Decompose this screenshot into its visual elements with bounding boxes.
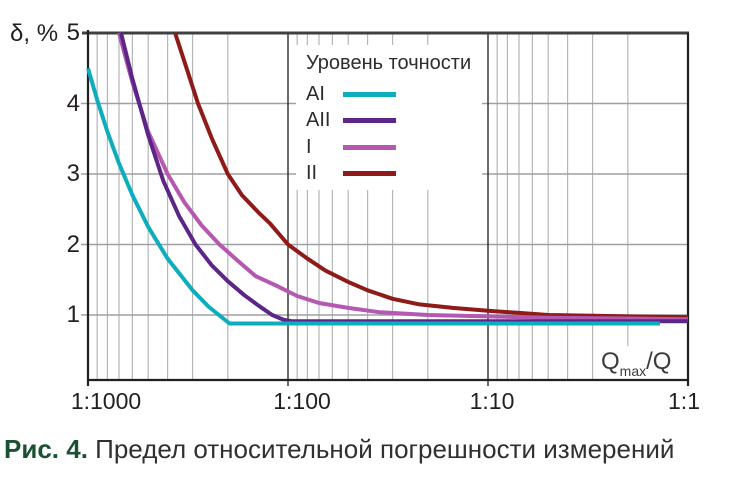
y-tick-label-3: 3 xyxy=(66,160,80,187)
legend-item-label: II xyxy=(306,162,318,185)
legend-item-swatch xyxy=(343,144,396,150)
y-tick-label-1: 1 xyxy=(66,301,80,328)
x-tick-label-1:1000: 1:1000 xyxy=(70,388,142,414)
curve-II xyxy=(173,32,689,320)
legend-item-II: II xyxy=(298,162,480,184)
legend-item-AI: AI xyxy=(298,83,480,105)
x-tick-label-1:10: 1:10 xyxy=(469,388,515,414)
legend-background xyxy=(296,45,482,190)
x-axis-label-rest: /Q xyxy=(646,348,672,375)
legend-item-label: I xyxy=(306,135,312,158)
chart-plot-area xyxy=(81,30,690,386)
legend-item-I: I xyxy=(298,136,480,158)
x-axis-label-base: Q xyxy=(601,348,620,375)
legend-item-swatch xyxy=(343,118,396,124)
x-tick-label-1:100: 1:100 xyxy=(273,388,331,414)
legend-item-swatch xyxy=(343,92,396,97)
curve-I xyxy=(117,32,689,322)
x-axis-label-subscript: max xyxy=(619,363,647,379)
x-axis-label: Qmax/Q xyxy=(601,347,671,379)
caption-label: Рис. 4. xyxy=(4,434,88,464)
x-tick-label-1:1: 1:1 xyxy=(668,388,700,414)
legend-item-label: AI xyxy=(306,83,325,105)
y-tick-label-4: 4 xyxy=(66,89,80,117)
y-tick-label-5: 5 xyxy=(66,19,80,46)
legend-item-label: AII xyxy=(306,109,331,132)
y-axis-label: δ, % xyxy=(10,20,59,47)
figure-caption: Рис. 4. Предел относительной погрешности… xyxy=(4,434,674,464)
x-axis-label-background xyxy=(597,346,685,379)
legend-item-AII: AII xyxy=(298,109,480,131)
curve-AI xyxy=(86,67,660,326)
legend-title: Уровень точности xyxy=(306,52,472,74)
caption-text: Предел относительной погрешности измерен… xyxy=(95,434,675,464)
y-tick-label-2: 2 xyxy=(66,230,80,258)
legend: Уровень точности AI AII I II xyxy=(298,46,480,190)
legend-item-swatch xyxy=(343,171,396,177)
curve-AII xyxy=(119,32,688,324)
